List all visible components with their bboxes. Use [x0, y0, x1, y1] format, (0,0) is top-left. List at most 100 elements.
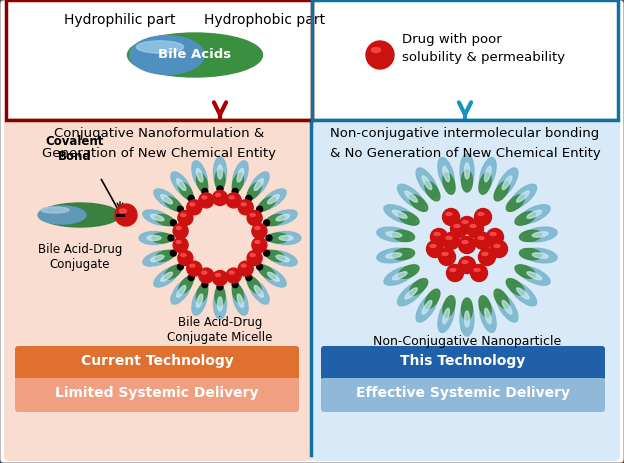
Ellipse shape: [409, 195, 427, 212]
Circle shape: [199, 193, 214, 208]
Ellipse shape: [248, 172, 269, 197]
Circle shape: [187, 200, 202, 215]
Ellipse shape: [177, 286, 186, 297]
Circle shape: [217, 186, 223, 192]
Ellipse shape: [268, 210, 297, 225]
Ellipse shape: [215, 286, 225, 306]
Ellipse shape: [460, 302, 474, 336]
Ellipse shape: [268, 233, 288, 243]
Circle shape: [459, 257, 475, 274]
Ellipse shape: [176, 226, 181, 230]
Ellipse shape: [229, 271, 234, 274]
Circle shape: [366, 41, 394, 69]
Circle shape: [263, 220, 270, 226]
Circle shape: [246, 275, 252, 281]
Circle shape: [467, 220, 484, 238]
Circle shape: [246, 195, 252, 201]
Ellipse shape: [524, 227, 557, 242]
Ellipse shape: [480, 157, 496, 190]
Circle shape: [474, 208, 492, 225]
Ellipse shape: [438, 300, 454, 332]
Ellipse shape: [443, 296, 455, 317]
Ellipse shape: [425, 181, 440, 201]
Ellipse shape: [462, 220, 468, 224]
Text: Hydrophobic part: Hydrophobic part: [205, 13, 326, 27]
Circle shape: [178, 250, 193, 265]
Ellipse shape: [405, 191, 417, 202]
Ellipse shape: [462, 261, 468, 263]
Ellipse shape: [232, 173, 243, 193]
Ellipse shape: [248, 279, 269, 304]
Ellipse shape: [139, 232, 169, 244]
Ellipse shape: [190, 264, 195, 267]
Ellipse shape: [177, 179, 186, 190]
Ellipse shape: [446, 237, 452, 239]
Ellipse shape: [247, 276, 261, 294]
Circle shape: [232, 188, 238, 194]
Circle shape: [459, 217, 475, 233]
Ellipse shape: [392, 272, 407, 280]
Circle shape: [256, 264, 263, 270]
Ellipse shape: [397, 281, 425, 306]
Ellipse shape: [254, 286, 263, 297]
Ellipse shape: [178, 276, 193, 294]
Ellipse shape: [464, 311, 469, 327]
Ellipse shape: [38, 206, 86, 224]
Ellipse shape: [397, 184, 425, 209]
Ellipse shape: [155, 214, 175, 226]
Ellipse shape: [371, 48, 381, 52]
Ellipse shape: [268, 250, 297, 266]
Text: Bile Acids: Bile Acids: [158, 49, 232, 62]
Text: Bile Acid-Drug
Conjugate: Bile Acid-Drug Conjugate: [38, 243, 122, 271]
Ellipse shape: [171, 279, 192, 304]
Ellipse shape: [399, 265, 419, 278]
Ellipse shape: [430, 244, 436, 248]
Circle shape: [202, 188, 208, 194]
Circle shape: [256, 206, 263, 212]
Ellipse shape: [446, 213, 452, 215]
Ellipse shape: [515, 265, 535, 278]
Ellipse shape: [258, 197, 276, 211]
Ellipse shape: [509, 184, 537, 209]
Circle shape: [232, 282, 238, 288]
Ellipse shape: [527, 272, 542, 280]
Ellipse shape: [416, 293, 438, 322]
Ellipse shape: [470, 225, 476, 227]
Ellipse shape: [450, 269, 456, 271]
Ellipse shape: [384, 266, 416, 285]
Ellipse shape: [494, 181, 509, 201]
Ellipse shape: [442, 252, 448, 256]
Ellipse shape: [152, 233, 172, 243]
Ellipse shape: [155, 250, 175, 262]
Circle shape: [439, 249, 456, 265]
Ellipse shape: [519, 249, 541, 260]
Ellipse shape: [443, 166, 449, 181]
Ellipse shape: [386, 232, 402, 237]
Ellipse shape: [255, 240, 260, 244]
Ellipse shape: [479, 173, 491, 194]
Circle shape: [199, 268, 214, 283]
Ellipse shape: [261, 189, 286, 209]
Ellipse shape: [143, 250, 172, 266]
Ellipse shape: [478, 213, 484, 215]
Circle shape: [247, 250, 262, 265]
Circle shape: [266, 235, 272, 241]
Ellipse shape: [532, 253, 548, 258]
Circle shape: [213, 190, 228, 206]
Ellipse shape: [165, 197, 182, 211]
Ellipse shape: [462, 298, 472, 320]
Circle shape: [170, 250, 177, 256]
Ellipse shape: [197, 283, 208, 303]
Ellipse shape: [40, 203, 120, 227]
Ellipse shape: [502, 300, 512, 314]
Ellipse shape: [218, 165, 223, 179]
Ellipse shape: [165, 265, 182, 279]
Ellipse shape: [422, 300, 432, 314]
Ellipse shape: [409, 279, 427, 295]
Ellipse shape: [460, 154, 474, 188]
Text: Conjugative Nanoformulation &
Generation of New Chemical Entity: Conjugative Nanoformulation & Generation…: [42, 127, 276, 160]
Ellipse shape: [377, 248, 411, 263]
Ellipse shape: [496, 168, 518, 198]
Text: Limited Systemic Delivery: Limited Systemic Delivery: [56, 386, 259, 400]
FancyBboxPatch shape: [321, 378, 605, 412]
